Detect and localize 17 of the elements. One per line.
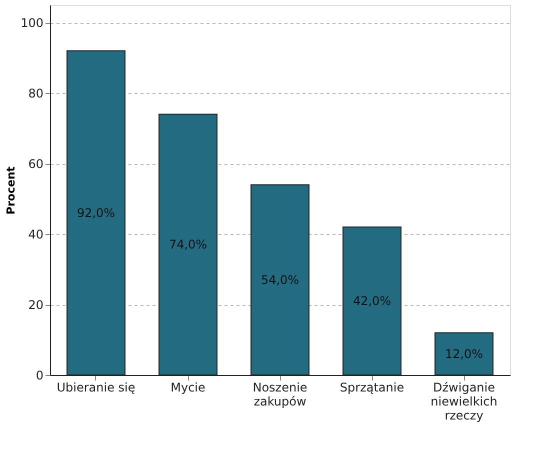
x-tick-label: Ubieranie się [56, 380, 136, 394]
x-tick-label: Noszenie zakupów [252, 380, 308, 408]
y-tick-label: 100 [20, 16, 44, 30]
data-label: 92,0% [76, 206, 116, 220]
y-tick-label: 0 [36, 368, 44, 382]
data-label: 74,0% [168, 238, 208, 252]
x-tick-label: Dźwiganie niewielkich rzeczy [430, 380, 498, 422]
data-label: 42,0% [352, 294, 392, 308]
x-tick-label: Mycie [170, 380, 206, 394]
data-label: 12,0% [444, 346, 484, 361]
y-tick-label: 60 [28, 157, 44, 172]
data-label: 54,0% [260, 272, 300, 287]
y-tick-label: 40 [28, 228, 44, 242]
y-tick-label: 80 [28, 86, 44, 101]
y-tick-label: 20 [28, 298, 44, 312]
y-axis-title: Procent [4, 166, 18, 215]
x-tick-label: Sprzątanie [340, 380, 404, 394]
